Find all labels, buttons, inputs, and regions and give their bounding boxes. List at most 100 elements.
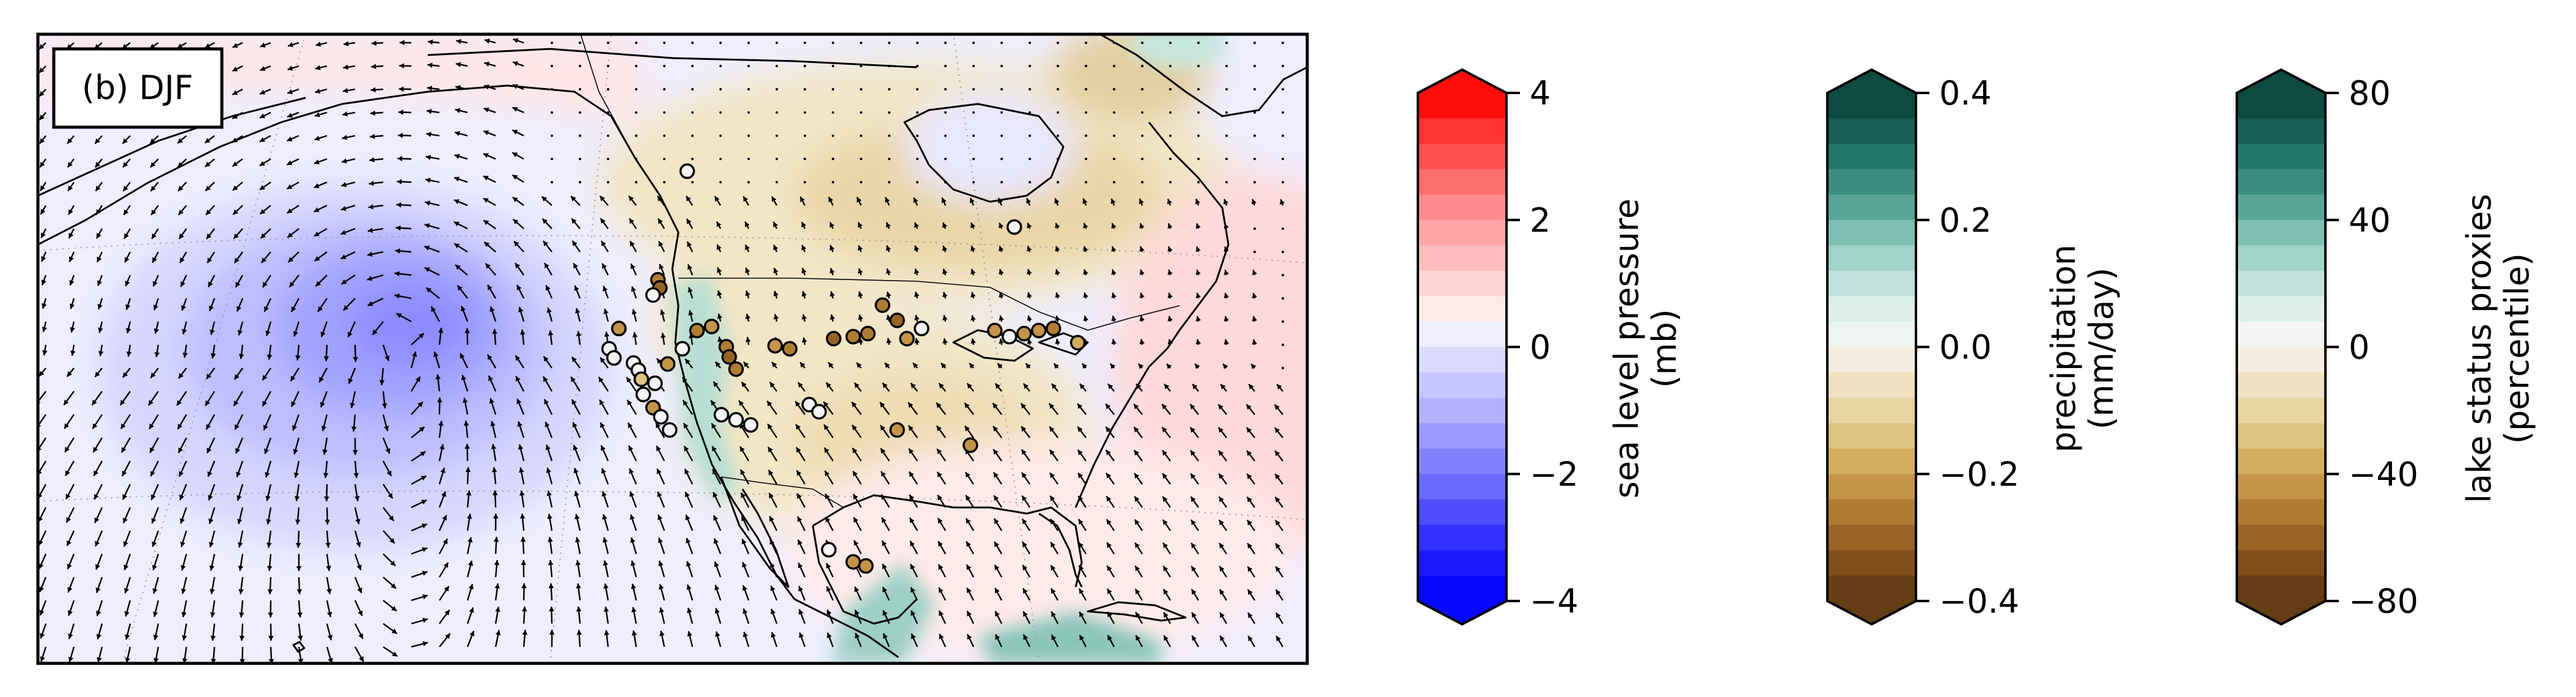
wind-vector-head bbox=[629, 218, 634, 224]
wind-vector-head bbox=[464, 444, 470, 449]
lake-proxy-marker bbox=[611, 320, 627, 337]
wind-vector-head bbox=[64, 399, 69, 405]
wind-vector-head bbox=[264, 448, 270, 454]
wind-vector-head bbox=[291, 401, 296, 407]
wind-vector-head bbox=[1107, 635, 1113, 641]
wind-vector-head bbox=[883, 610, 888, 616]
colorbar-ticks: 80 40 0 −40 −80 bbox=[2325, 74, 2418, 621]
wind-vector-head bbox=[658, 218, 663, 224]
wind-vector bbox=[1282, 111, 1284, 114]
wind-vector bbox=[1282, 227, 1284, 230]
wind-vector-head bbox=[122, 470, 127, 476]
wind-vector-head bbox=[340, 230, 347, 235]
wind-vector-head bbox=[68, 256, 74, 262]
wind-vector-head bbox=[150, 447, 155, 453]
wind-vector bbox=[1253, 181, 1256, 183]
wind-vector bbox=[1141, 111, 1143, 114]
wind-vector-head bbox=[433, 352, 439, 357]
wind-vector-head bbox=[123, 209, 129, 215]
colorbar-band bbox=[1418, 499, 1506, 525]
wind-vector bbox=[1113, 111, 1115, 114]
map-panel: (b) DJF bbox=[36, 32, 1309, 665]
wind-vector-head bbox=[853, 494, 858, 500]
wind-vector-head bbox=[180, 518, 185, 524]
wind-vector-head bbox=[999, 292, 1004, 298]
wind-vector-head bbox=[124, 611, 130, 617]
wind-vector-head bbox=[936, 426, 942, 432]
wind-vector-head bbox=[180, 257, 185, 263]
wind-vector-head bbox=[741, 492, 746, 498]
wind-vector-head bbox=[630, 560, 636, 566]
wind-vector-head bbox=[97, 280, 103, 286]
wind-vector-head bbox=[181, 588, 186, 594]
wind-vector bbox=[1282, 181, 1284, 183]
wind-vector bbox=[776, 181, 778, 183]
colorbar-tick-label: 0.0 bbox=[1939, 328, 1992, 367]
wind-vector-head bbox=[1055, 315, 1060, 321]
wind-vector-head bbox=[572, 240, 578, 246]
wind-vector-head bbox=[341, 158, 347, 164]
wind-vector-head bbox=[460, 353, 465, 359]
wind-vector-head bbox=[688, 287, 693, 293]
wind-vector-head bbox=[909, 448, 914, 454]
wind-vector bbox=[860, 111, 862, 114]
colorbar-band bbox=[1827, 144, 1916, 170]
wind-vector-head bbox=[92, 399, 97, 405]
wind-vector-head bbox=[389, 515, 394, 522]
wind-vector-head bbox=[68, 657, 74, 662]
wind-vector bbox=[579, 42, 581, 44]
wind-vector bbox=[1057, 158, 1059, 160]
wind-vector-head bbox=[343, 305, 349, 311]
wind-vector-head bbox=[1079, 542, 1084, 548]
wind-vector bbox=[888, 111, 890, 114]
wind-vector-head bbox=[391, 629, 397, 634]
wind-vector-head bbox=[239, 635, 245, 641]
wind-vector-head bbox=[1224, 270, 1229, 275]
wind-vector-head bbox=[180, 565, 186, 571]
wind-vector-head bbox=[825, 493, 830, 500]
colorbar-tick-label: −2 bbox=[1530, 455, 1579, 493]
wind-vector bbox=[691, 181, 694, 183]
colorbar-band bbox=[2237, 347, 2325, 373]
wind-vector bbox=[804, 158, 806, 160]
wind-vector-head bbox=[454, 243, 460, 249]
wind-vector bbox=[579, 88, 581, 90]
wind-vector-head bbox=[573, 263, 578, 269]
wind-vector bbox=[776, 88, 778, 90]
wind-vector bbox=[916, 135, 919, 137]
field-shading bbox=[38, 34, 1307, 663]
wind-vector bbox=[607, 111, 609, 114]
wind-vector-head bbox=[658, 537, 663, 544]
wind-vector-head bbox=[267, 589, 273, 594]
wind-vector-head bbox=[488, 375, 493, 382]
wind-vector-head bbox=[745, 337, 751, 342]
colorbar-extend-bottom bbox=[1418, 601, 1506, 624]
colorbar-tick-label: 0 bbox=[2349, 328, 2369, 367]
colorbar-band bbox=[2237, 296, 2325, 322]
wind-vector-head bbox=[800, 196, 805, 202]
wind-vector-head bbox=[1139, 269, 1145, 275]
wind-vector-head bbox=[367, 251, 373, 257]
wind-vector-head bbox=[149, 423, 155, 429]
wind-vector-head bbox=[1027, 223, 1032, 229]
wind-vector-head bbox=[854, 540, 859, 546]
wind-vector-head bbox=[41, 279, 46, 286]
wind-vector-head bbox=[741, 539, 747, 545]
wind-vector-head bbox=[630, 241, 635, 247]
wind-vector-head bbox=[1277, 384, 1282, 390]
wind-vector-head bbox=[743, 608, 748, 614]
wind-vector-head bbox=[453, 221, 460, 227]
wind-vector-head bbox=[315, 281, 321, 287]
wind-vector-head bbox=[424, 267, 430, 273]
wind-vector-head bbox=[1054, 363, 1059, 369]
wind-vector-head bbox=[971, 268, 976, 275]
wind-vector-head bbox=[1162, 519, 1168, 525]
wind-vector-head bbox=[445, 633, 450, 640]
wind-vector-head bbox=[1083, 269, 1088, 275]
wind-vector-head bbox=[426, 131, 431, 138]
wind-vector-head bbox=[937, 471, 942, 478]
wind-vector-head bbox=[1224, 223, 1229, 229]
wind-vector-head bbox=[420, 451, 426, 457]
wind-vector bbox=[1141, 88, 1143, 90]
wind-vector-head bbox=[40, 185, 45, 191]
